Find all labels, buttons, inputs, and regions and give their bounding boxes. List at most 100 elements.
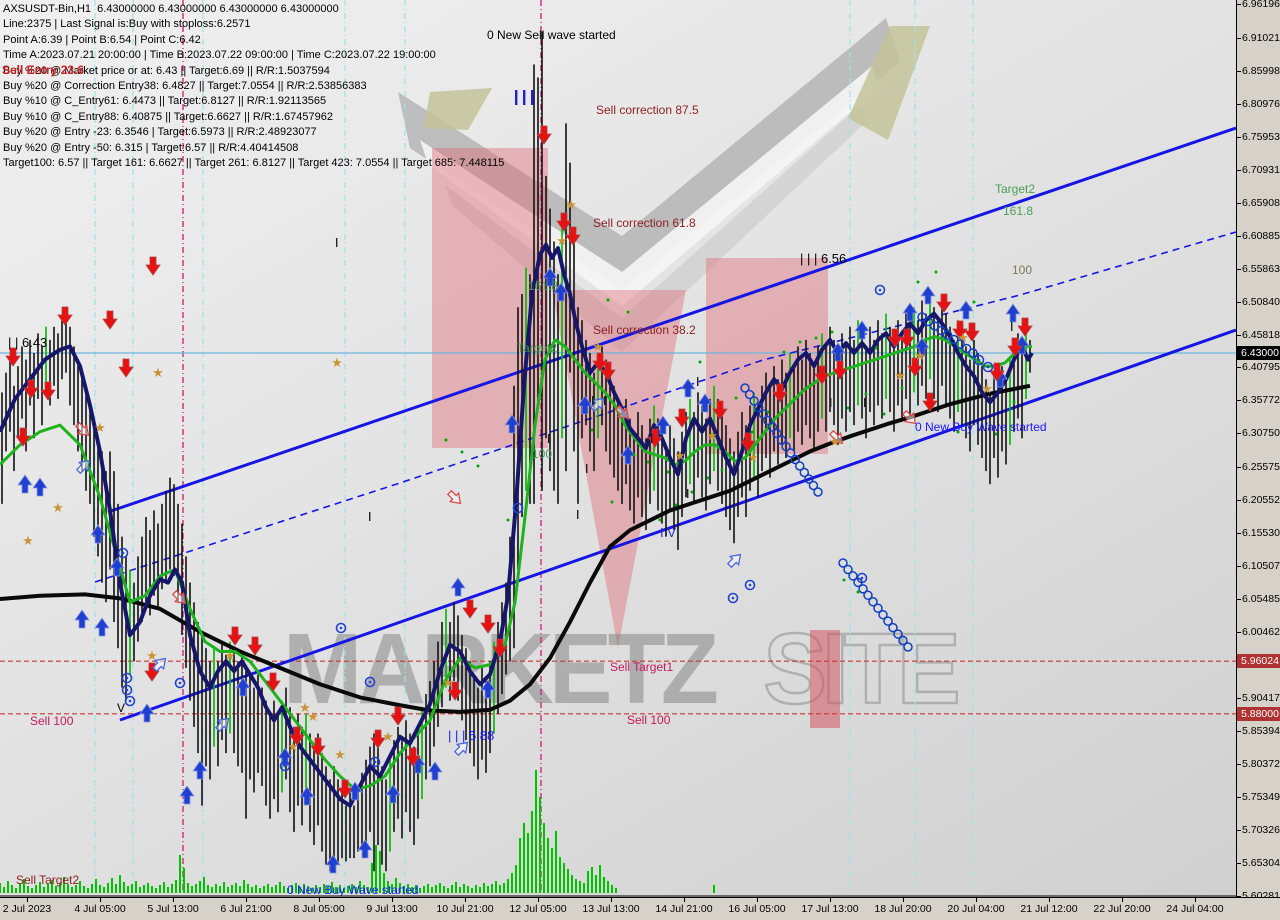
price-axis-label: 6.10507	[1242, 560, 1280, 573]
sell-arrow	[447, 681, 463, 701]
star-marker: ★	[22, 534, 34, 549]
chart-annotation: | | | 6.56	[800, 251, 846, 266]
star-marker: ★	[747, 451, 759, 466]
sell-arrow	[832, 360, 848, 380]
circle-chain	[858, 584, 868, 594]
circle-chain	[853, 577, 863, 588]
chart-annotation: 100	[532, 447, 552, 461]
buy-arrow	[179, 785, 195, 805]
star-marker: ★	[334, 748, 346, 763]
star-marker: ★	[556, 234, 568, 249]
price-axis-label: 6.80976	[1242, 97, 1280, 110]
signal-info-panel: AXSUSDT-Bin,H1 6.43000000 6.43000000 6.4…	[3, 2, 504, 171]
info-line: Buy %20 @ Entry -23: 6.3546 | Target:6.5…	[3, 126, 317, 139]
time-axis-label: 24 Jul 04:00	[1166, 903, 1224, 915]
ma_fast_green-line	[0, 335, 1032, 791]
circle-chain	[744, 389, 755, 400]
time-axis[interactable]: 2 Jul 2023 4 Jul 05:00 5 Jul 13:00 6 Jul 21…	[0, 897, 1280, 920]
chart-annotation: I V	[660, 525, 676, 540]
sell-arrow	[600, 361, 616, 381]
price-axis-label: 6.15530	[1242, 527, 1280, 540]
star-marker: ★	[382, 730, 394, 745]
sell-arrow	[740, 432, 756, 452]
circle-marker	[121, 672, 133, 684]
sell-arrow	[674, 408, 690, 428]
circle-chain	[898, 635, 908, 646]
price-axis-label: 6.30750	[1242, 427, 1280, 440]
time-axis-label: 9 Jul 13:00	[366, 903, 418, 915]
star-marker: ★	[307, 710, 319, 725]
sell-arrow	[337, 779, 353, 799]
sell-entry-label: Sell Entry 23.6	[2, 63, 85, 77]
star-marker: ★	[829, 435, 841, 450]
buy-arrow	[504, 414, 520, 434]
sell-arrow	[814, 365, 830, 385]
circle-marker	[973, 354, 985, 366]
upper-channel	[107, 126, 1236, 514]
circle-chain	[767, 422, 778, 432]
info-line: Buy %10 @ C_Entry88: 6.40875 || Target:6…	[3, 110, 333, 123]
circle-chain	[949, 334, 959, 345]
chart-annotation: Sell Target1	[610, 660, 673, 674]
circle-chain	[868, 597, 878, 607]
circle-marker	[364, 676, 376, 688]
buy-arrow	[427, 761, 443, 781]
star-marker: ★	[287, 740, 299, 755]
price-axis-label: 6.55863	[1242, 262, 1280, 275]
ma_mid_navy-line	[0, 242, 1034, 808]
chart-annotation: 161.8	[1003, 204, 1033, 218]
time-axis-label: 10 Jul 21:00	[436, 903, 494, 915]
buy-arrow	[902, 302, 918, 322]
price-axis-label: 6.00462	[1242, 626, 1280, 639]
circle-chain	[961, 343, 972, 354]
price-axis-label: 5.90417	[1242, 691, 1280, 704]
circle-chain	[790, 454, 800, 465]
time-axis-label: 16 Jul 05:00	[728, 903, 786, 915]
buy-arrow	[235, 677, 251, 697]
circle-chain	[758, 409, 768, 419]
price-axis-label: 6.65908	[1242, 196, 1280, 209]
sell-arrow	[899, 328, 915, 348]
buy-arrow	[32, 477, 48, 497]
circle-chain	[936, 325, 946, 336]
chart-canvas[interactable]: ★★★★★★★★ ★★★★★★★★★ ★★★★★★ ★0 New Sell wave …	[0, 0, 1236, 897]
circle-chain	[863, 590, 873, 601]
time-axis-label: 22 Jul 20:00	[1093, 903, 1151, 915]
sell-arrow	[405, 747, 421, 767]
sell-arrow	[227, 626, 243, 646]
price-axis-label: 6.60885	[1242, 229, 1280, 242]
price-axis[interactable]: 6.96196 6.91021 6.85998 6.80976 6.75953 6.709…	[1236, 0, 1280, 902]
chart-annotation: 0 New Buy Wave started	[287, 883, 419, 897]
sell-arrow	[1017, 317, 1033, 337]
info-line: Buy %20 @ Entry -50: 6.315 | Target:6.57…	[3, 141, 299, 154]
circle-chain	[753, 402, 764, 413]
star-marker: ★	[674, 449, 686, 464]
ma_slow_black	[0, 383, 1031, 714]
info-line: Buy %10 @ C_Entry61: 6.4473 || Target:6.…	[3, 95, 327, 108]
price-axis-label: 6.91021	[1242, 31, 1280, 44]
chart-annotation: 100	[1012, 263, 1032, 277]
star-marker: ★	[299, 701, 311, 716]
circle-chain	[903, 642, 913, 652]
sell-arrow	[5, 347, 21, 367]
volume-histogram	[0, 770, 715, 893]
star-marker: ★	[224, 649, 236, 664]
circle-chain	[838, 558, 848, 568]
sell-arrow	[712, 400, 728, 420]
hollow-buy-arrow	[75, 459, 91, 475]
time-axis-label: 14 Jul 21:00	[655, 903, 713, 915]
circle-chain	[955, 339, 965, 349]
circle-chain	[799, 467, 810, 478]
chart-annotation: | | | 5.88	[448, 728, 494, 743]
sell-arrow	[370, 729, 386, 749]
sell-arrow	[462, 599, 478, 619]
circle-marker	[121, 684, 133, 696]
time-axis-label: 18 Jul 20:00	[874, 903, 932, 915]
buy-arrow	[920, 285, 936, 305]
sell-arrow	[289, 726, 305, 746]
price-axis-label: 6.25575	[1242, 461, 1280, 474]
circle-chain	[776, 435, 787, 445]
star-marker: ★	[442, 676, 454, 691]
sell-arrow	[536, 125, 552, 145]
